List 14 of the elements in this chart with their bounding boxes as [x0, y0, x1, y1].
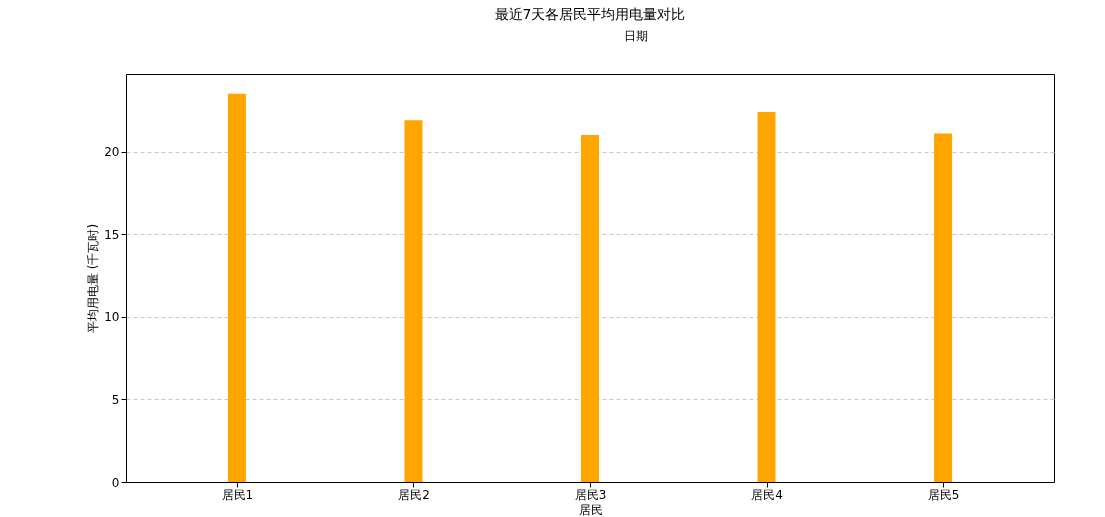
x-tick-label: 居民4 — [751, 487, 783, 502]
x-tick-label: 居民3 — [574, 487, 607, 502]
y-tick-label: 5 — [111, 392, 120, 407]
x-tick-label: 居民2 — [398, 487, 430, 502]
y-tick-label: 10 — [104, 310, 120, 325]
y-axis-title: 平均用电量 (千瓦时) — [86, 223, 101, 334]
chart-title: 最近7天各居民平均用电量对比 — [494, 6, 686, 22]
x-axis-title: 居民 — [578, 502, 603, 517]
y-tick-label: 0 — [111, 475, 120, 490]
text: 日期 — [624, 29, 648, 43]
x-tick-label: 居民1 — [221, 487, 254, 502]
x-tick-label: 居民5 — [927, 487, 960, 502]
y-tick-label: 20 — [104, 145, 120, 160]
y-tick-label: 15 — [104, 227, 120, 242]
